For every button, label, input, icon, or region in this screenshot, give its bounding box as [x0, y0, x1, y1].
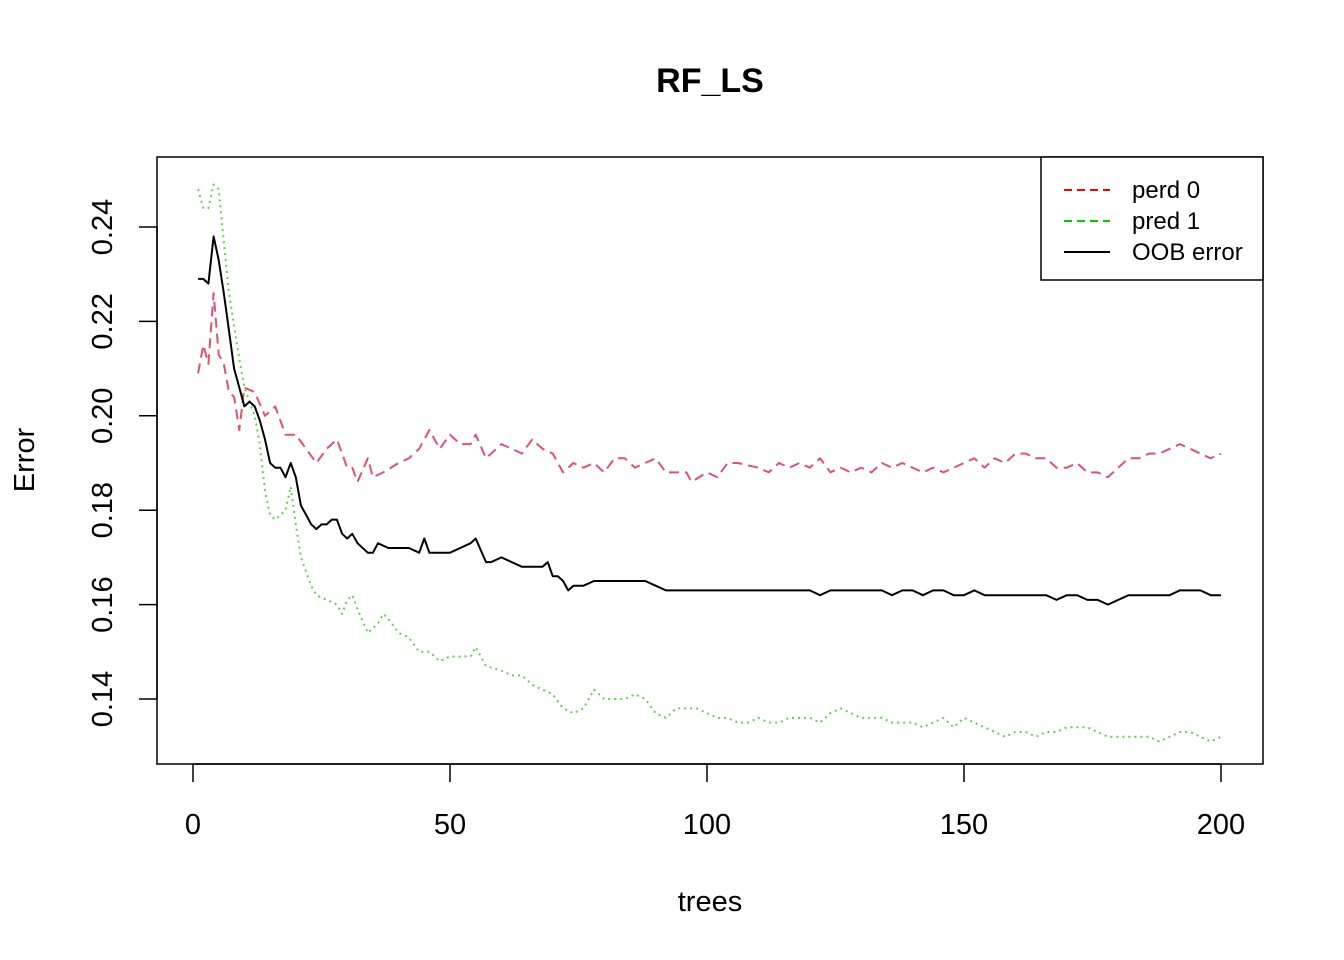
legend-box — [1040, 156, 1264, 281]
x-tick-label: 50 — [434, 809, 466, 841]
series-line-2 — [197, 183, 1222, 743]
y-axis: 0.14 0.16 0.18 0.20 0.22 0.24 — [87, 199, 158, 727]
legend-label-3: OOB error — [1132, 239, 1243, 266]
y-tick-label: 0.20 — [87, 388, 119, 444]
y-tick-label: 0.24 — [87, 199, 119, 255]
x-axis-label: trees — [678, 886, 742, 918]
x-tick-label: 150 — [940, 809, 988, 841]
series-line-3 — [198, 235, 1221, 606]
legend-label-2: pred 1 — [1132, 208, 1200, 235]
chart-title: RF_LS — [656, 62, 764, 100]
x-axis: 0 50 100 150 200 — [185, 763, 1245, 841]
y-tick-label: 0.22 — [87, 293, 119, 349]
x-tick-label: 100 — [683, 809, 731, 841]
y-tick-label: 0.18 — [87, 482, 119, 538]
x-tick-label: 200 — [1197, 809, 1245, 841]
y-axis-label: Error — [9, 427, 41, 492]
series-layer — [197, 183, 1222, 743]
y-tick-label: 0.16 — [87, 576, 119, 632]
legend: perd 0 pred 1 OOB error — [1040, 156, 1264, 281]
x-tick-label: 0 — [185, 809, 201, 841]
series-line-1 — [197, 292, 1222, 483]
y-tick-label: 0.14 — [87, 671, 119, 727]
legend-label-1: perd 0 — [1132, 177, 1200, 204]
